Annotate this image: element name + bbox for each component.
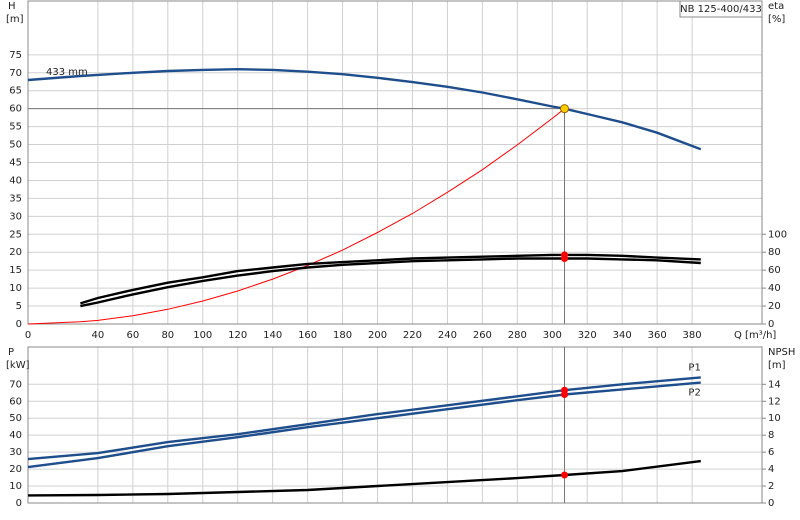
y2-axis-unit: [%] (768, 14, 785, 25)
y2-tick-label: 10 (768, 413, 781, 424)
x-tick-label: 100 (193, 330, 212, 341)
y-axis-unit: [kW] (6, 360, 30, 371)
x-tick-label: 120 (228, 330, 247, 341)
y-tick-label: 15 (9, 265, 22, 276)
series-line (27, 376, 701, 461)
x-tick-label: 40 (92, 330, 105, 341)
x-axis-label: Q [m³/h] (734, 330, 776, 341)
y2-tick-label: 20 (768, 301, 781, 312)
duty-marker (561, 390, 569, 398)
chart-title: NB 125-400/433 (680, 4, 762, 15)
x-tick-label: 280 (508, 330, 527, 341)
y-tick-label: 0 (16, 498, 22, 509)
y-tick-label: 40 (9, 430, 22, 441)
y-tick-label: 10 (9, 283, 22, 294)
series-line (27, 108, 565, 325)
y2-axis-label: eta (768, 1, 784, 12)
duty-marker (561, 255, 569, 263)
y-tick-label: 40 (9, 175, 22, 186)
y2-tick-label: 60 (768, 265, 781, 276)
x-tick-label: 220 (403, 330, 422, 341)
y2-tick-label: 40 (768, 283, 781, 294)
y-tick-label: 30 (9, 211, 22, 222)
x-tick-label: 0 (25, 330, 31, 341)
plot-frame (27, 0, 763, 325)
y-tick-label: 20 (9, 247, 22, 258)
x-tick-label: 60 (126, 330, 139, 341)
series-line (27, 459, 701, 497)
x-tick-label: 360 (648, 330, 667, 341)
y-tick-label: 25 (9, 229, 22, 240)
y-tick-label: 75 (9, 50, 22, 61)
series-label: P1 (688, 362, 700, 373)
y-tick-label: 70 (9, 379, 22, 390)
operating-point (560, 104, 570, 114)
y-tick-label: 55 (9, 122, 22, 133)
y2-axis-label: NPSH (768, 347, 795, 358)
y-tick-label: 0 (16, 319, 22, 330)
x-tick-label: 320 (578, 330, 597, 341)
x-tick-label: 240 (438, 330, 457, 341)
y-tick-label: 5 (16, 301, 22, 312)
y2-tick-label: 8 (768, 430, 774, 441)
x-tick-label: 340 (613, 330, 632, 341)
y-tick-label: 60 (9, 396, 22, 407)
plot-frame (27, 346, 763, 504)
title-box (679, 0, 763, 18)
series-line (27, 67, 702, 151)
y-tick-label: 20 (9, 464, 22, 475)
y2-tick-label: 4 (768, 464, 774, 475)
y-tick-label: 10 (9, 481, 22, 492)
y-axis-label: P (8, 347, 14, 358)
y-tick-label: 50 (9, 413, 22, 424)
y2-tick-label: 14 (768, 379, 781, 390)
y2-tick-label: 0 (768, 319, 774, 330)
y-tick-label: 65 (9, 86, 22, 97)
series-label: 433 mm (46, 67, 88, 78)
y-tick-label: 30 (9, 447, 22, 458)
y2-tick-label: 100 (768, 229, 787, 240)
x-tick-label: 180 (333, 330, 352, 341)
y-axis-unit: [m] (6, 14, 24, 25)
series-line (80, 253, 701, 305)
y2-tick-label: 2 (768, 481, 774, 492)
y-tick-label: 60 (9, 104, 22, 115)
y2-axis-unit: [m] (768, 360, 786, 371)
y-tick-label: 35 (9, 193, 22, 204)
y2-tick-label: 12 (768, 396, 781, 407)
x-tick-label: 260 (473, 330, 492, 341)
y-tick-label: 45 (9, 158, 22, 169)
series-line (80, 257, 701, 308)
x-tick-label: 300 (543, 330, 562, 341)
duty-marker (561, 471, 569, 479)
x-tick-label: 380 (683, 330, 702, 341)
y2-tick-label: 80 (768, 247, 781, 258)
y-tick-label: 50 (9, 140, 22, 151)
series-line (27, 381, 701, 469)
y2-tick-label: 0 (768, 498, 774, 509)
y2-tick-label: 6 (768, 447, 774, 458)
x-tick-label: 140 (263, 330, 282, 341)
series-label: P2 (688, 388, 700, 399)
x-tick-label: 200 (368, 330, 387, 341)
x-tick-label: 160 (298, 330, 317, 341)
y-axis-label: H (8, 1, 16, 12)
y-tick-label: 70 (9, 68, 22, 79)
x-tick-label: 80 (161, 330, 174, 341)
